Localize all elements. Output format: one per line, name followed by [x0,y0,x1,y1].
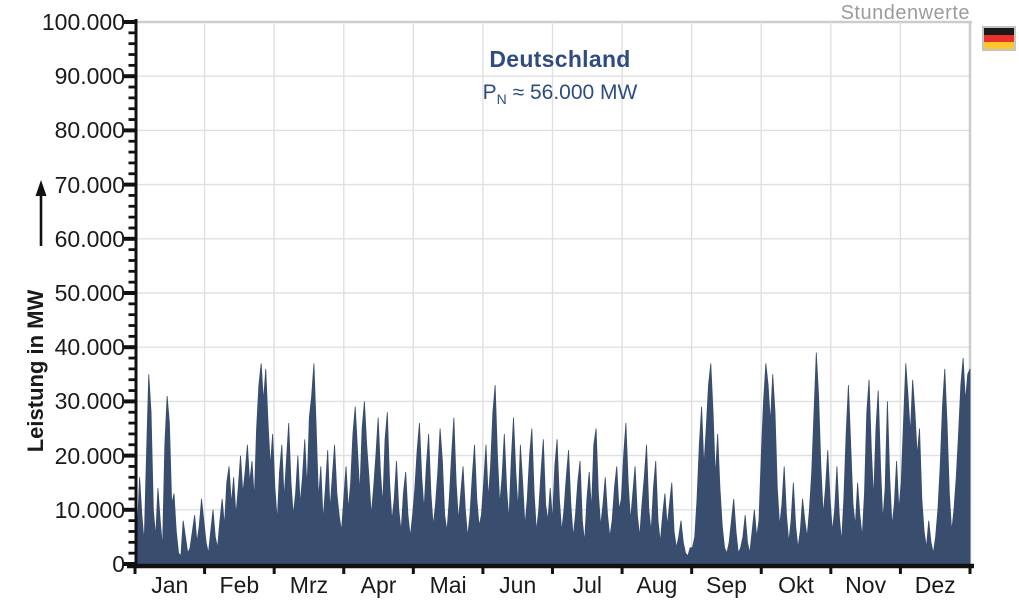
y-tick-label: 30.000 [54,388,125,415]
chart-subtitle: PN ≈ 56.000 MW [340,81,780,107]
month-label: Sep [705,572,747,598]
chart-annotation: Deutschland PN ≈ 56.000 MW [340,46,780,107]
y-tick-label: 0 [112,551,125,577]
y-tick-label: 100.000 [41,9,125,35]
month-label: Aug [636,572,678,598]
p-symbol: P [482,81,497,104]
y-tick-label: 80.000 [54,117,125,144]
chart-title: Deutschland [489,46,631,72]
month-label: Feb [219,572,260,598]
y-tick-label: 50.000 [54,280,125,306]
month-label: Jan [151,572,189,598]
y-tick-label: 90.000 [54,63,125,90]
month-label: Jul [572,572,602,598]
month-label: Mrz [289,572,329,598]
month-label: Okt [778,572,814,598]
y-tick-label: 60.000 [54,225,125,252]
germany-flag-icon [982,26,1016,51]
month-label: Apr [360,572,397,598]
area-series-leistung [134,352,971,565]
y-tick-label: 40.000 [54,334,125,361]
up-arrow-icon [35,180,47,246]
month-label: Nov [845,572,887,598]
p-value: ≈ 56.000 MW [506,81,638,104]
y-tick-label: 20.000 [54,442,125,469]
y-tick-label: 70.000 [54,171,125,198]
flag-stripe-gold [984,42,1014,49]
month-label: Mai [429,572,467,598]
flag-stripe-black [984,28,1014,35]
p-subscript: N [496,91,507,108]
flag-stripe-red [984,35,1014,42]
month-label: Dez [914,572,956,598]
y-tick-label: 10.000 [54,496,125,523]
corner-note: Stundenwerte [840,2,970,24]
month-label: Jun [499,572,537,598]
y-axis-label-text: Leistung in MW [23,289,48,453]
